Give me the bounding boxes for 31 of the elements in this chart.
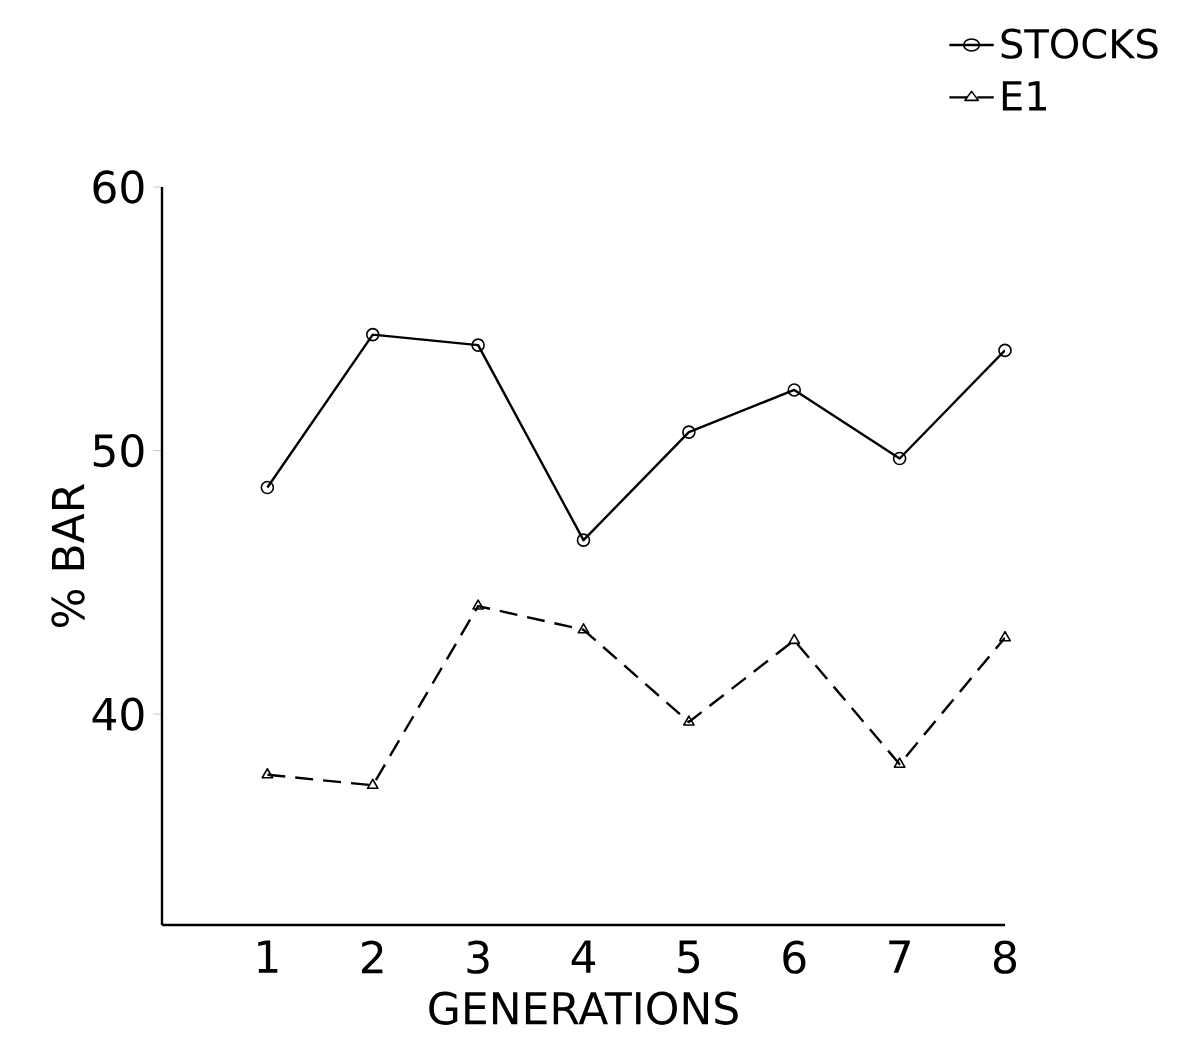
point <box>577 622 590 634</box>
point <box>682 425 696 439</box>
legend-label: E1 <box>1002 81 1047 111</box>
point <box>682 715 695 726</box>
point <box>472 599 485 610</box>
point <box>261 767 274 779</box>
y-tick-label: 40 <box>92 697 144 731</box>
x-tick-label: 2 <box>361 940 383 974</box>
point <box>260 480 275 495</box>
point <box>365 327 380 342</box>
point <box>998 343 1012 358</box>
y-axis-title: % BAR <box>51 483 85 627</box>
x-tick-label: 1 <box>258 940 278 973</box>
y-tick-label: 50 <box>93 433 144 468</box>
y-tick-label: 60 <box>93 170 144 204</box>
legend-label: STOCKS <box>1001 28 1158 59</box>
point <box>576 533 591 547</box>
point <box>892 451 907 466</box>
point <box>999 630 1011 642</box>
point <box>893 757 906 769</box>
x-tick-label: 4 <box>571 940 596 973</box>
x-axis-title: GENERATIONS <box>429 991 738 1025</box>
x-tick-label: 8 <box>993 940 1016 974</box>
point <box>471 338 485 352</box>
point <box>787 383 802 397</box>
x-tick-label: 7 <box>889 940 910 973</box>
x-tick-label: 3 <box>467 940 489 974</box>
point <box>788 633 801 645</box>
x-tick-label: 5 <box>678 940 700 974</box>
point <box>366 778 379 790</box>
x-tick-label: 6 <box>783 940 806 974</box>
